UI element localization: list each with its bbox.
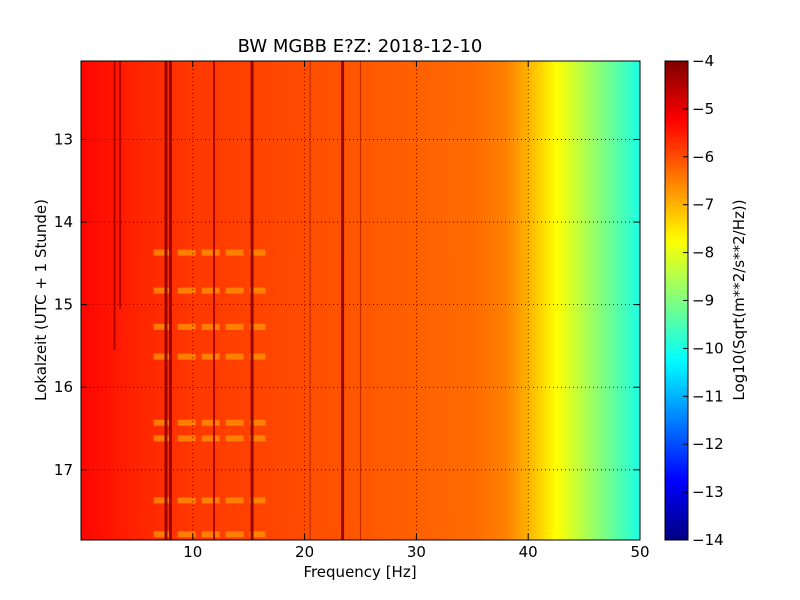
colorbar-label: Log10(Sqrt(m**2/s**2/Hz)): [730, 199, 748, 400]
x-tick-label: 10: [183, 543, 202, 561]
y-tick-label: 17: [54, 461, 73, 479]
y-tick-label: 13: [54, 130, 73, 148]
x-tick-label: 20: [295, 543, 314, 561]
colorbar-tick-label: −6: [692, 148, 714, 166]
colorbar-tick-label: −5: [692, 100, 714, 118]
spectrogram-plot: 10 20 30 40 50 13 14 15 16 17: [54, 60, 650, 561]
x-axis-label: Frequency [Hz]: [303, 563, 416, 581]
y-axis-label: Lokalzeit (UTC + 1 Stunde): [32, 199, 50, 401]
colorbar: −4 −5 −6 −7 −8 −9 −10 −11 −12 −13 −14: [664, 52, 724, 549]
y-tick-label: 15: [54, 296, 73, 314]
colorbar-tick-label: −10: [692, 339, 724, 357]
x-tick-label: 30: [407, 543, 426, 561]
colorbar-tick-label: −7: [692, 196, 714, 214]
x-tick-label: 50: [630, 543, 649, 561]
y-tick-label: 14: [54, 213, 73, 231]
colorbar-tick-label: −12: [692, 435, 724, 453]
plot-frame: [80, 60, 641, 541]
colorbar-tick-label: −13: [692, 483, 724, 501]
colorbar-tick-label: −14: [692, 531, 724, 549]
chart-title: BW MGBB E?Z: 2018-12-10: [238, 36, 483, 57]
x-tick-label: 40: [519, 543, 538, 561]
colorbar-tick-label: −11: [692, 387, 724, 405]
y-tick-label: 16: [54, 378, 73, 396]
colorbar-tick-label: −4: [692, 52, 714, 70]
colorbar-tick-label: −9: [692, 292, 714, 310]
colorbar-tick-label: −8: [692, 244, 714, 262]
